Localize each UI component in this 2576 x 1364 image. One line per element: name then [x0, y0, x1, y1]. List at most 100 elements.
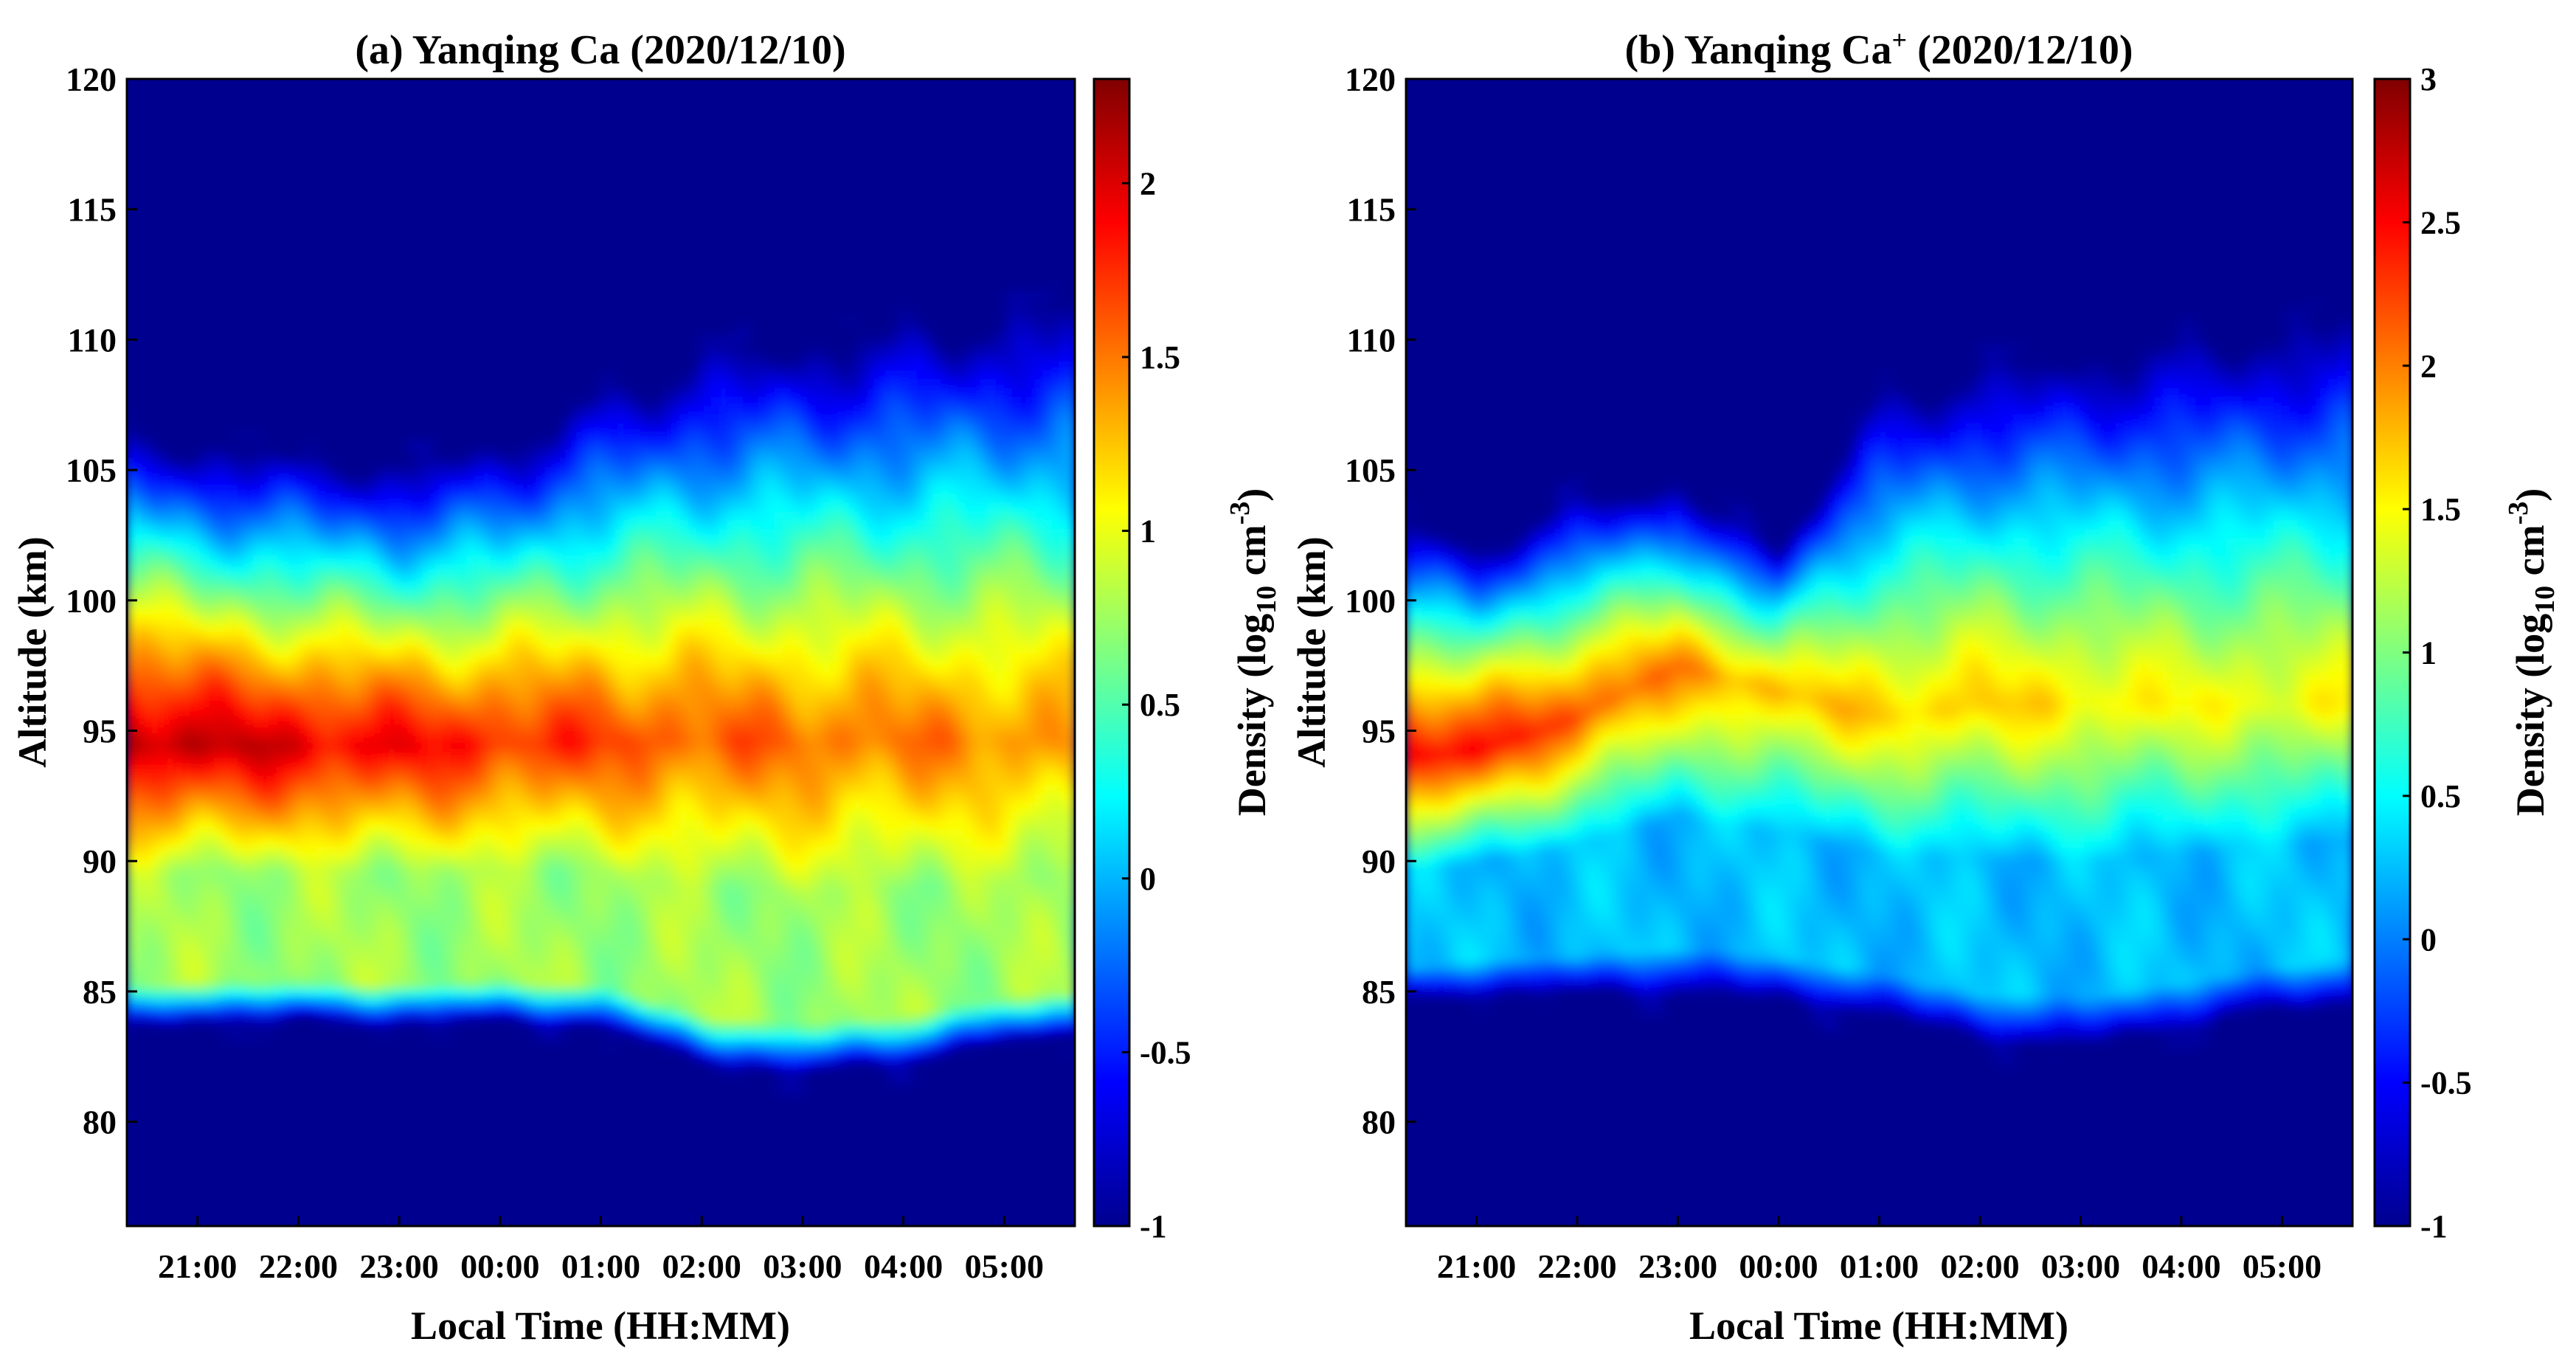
heatmap-cell [498, 846, 507, 856]
heatmap-cell [237, 538, 246, 547]
heatmap-cell [198, 741, 207, 751]
heatmap-cell [545, 935, 555, 945]
heatmap-cell [411, 705, 420, 716]
heatmap-cell [292, 458, 302, 468]
heatmap-cell [458, 494, 468, 504]
heatmap-cell [498, 855, 507, 865]
heatmap-cell [616, 511, 626, 522]
heatmap-cell [474, 538, 483, 547]
heatmap-cell [490, 997, 499, 1006]
heatmap-cell [142, 1014, 152, 1024]
heatmap-cell [585, 732, 594, 742]
heatmap-cell [411, 572, 420, 583]
heatmap-cell [545, 776, 555, 786]
heatmap-cell [387, 997, 397, 1006]
heatmap-cell [679, 449, 689, 460]
heatmap-cell [395, 820, 404, 830]
heatmap-cell [624, 572, 634, 583]
heatmap-cell [308, 547, 317, 556]
heatmap-cell [166, 846, 176, 856]
heatmap-cell [679, 396, 689, 406]
heatmap-cell [316, 926, 325, 936]
heatmap-cell [332, 564, 342, 574]
heatmap-cell [261, 688, 270, 698]
heatmap-cell [537, 449, 547, 460]
heatmap-cell [545, 538, 555, 547]
heatmap-cell [395, 793, 404, 803]
heatmap-cell [458, 590, 468, 600]
heatmap-cell [696, 564, 704, 574]
heatmap-cell [451, 944, 460, 954]
heatmap-cell [569, 608, 578, 618]
heatmap-cell [134, 749, 144, 760]
heatmap-cell [347, 864, 357, 874]
heatmap-cell [261, 1005, 270, 1015]
heatmap-cell [245, 679, 255, 689]
heatmap-cell [506, 688, 515, 698]
heatmap-cell [585, 961, 594, 972]
heatmap-cell [600, 997, 610, 1006]
heatmap-cell [506, 767, 515, 777]
heatmap-cell [182, 511, 191, 522]
heatmap-cell [150, 617, 159, 627]
heatmap-cell [127, 776, 136, 786]
heatmap-cell [434, 820, 444, 830]
heatmap-cell [190, 714, 199, 724]
heatmap-cell [577, 741, 586, 751]
heatmap-cell [545, 502, 555, 513]
heatmap-cell [269, 784, 278, 794]
heatmap-cell [174, 705, 183, 716]
heatmap-cell [229, 846, 238, 856]
heatmap-cell [395, 599, 404, 609]
heatmap-cell [198, 828, 207, 839]
heatmap-cell [703, 732, 713, 742]
heatmap-cell [577, 529, 586, 539]
heatmap-cell [522, 617, 531, 627]
heatmap-cell [530, 529, 539, 539]
heatmap-cell [292, 449, 302, 460]
heatmap-cell [182, 811, 191, 821]
heatmap-cell [340, 944, 349, 954]
heatmap-cell [395, 467, 404, 477]
heatmap-cell [688, 688, 696, 698]
heatmap-cell [561, 608, 570, 618]
heatmap-cell [277, 855, 286, 865]
heatmap-cell [545, 529, 555, 539]
heatmap-cell [537, 802, 547, 812]
heatmap-cell [609, 652, 617, 662]
heatmap-cell [688, 758, 696, 768]
heatmap-cell [332, 749, 342, 760]
heatmap-cell [451, 696, 460, 707]
heatmap-cell [213, 599, 223, 609]
heatmap-cell [522, 581, 531, 592]
heatmap-cell [253, 449, 262, 460]
heatmap-cell [585, 467, 594, 477]
heatmap-cell [482, 590, 491, 600]
heatmap-cell [648, 572, 657, 583]
heatmap-cell [498, 793, 507, 803]
heatmap-cell [372, 723, 381, 733]
heatmap-cell [474, 926, 483, 936]
heatmap-cell [671, 705, 681, 716]
heatmap-cell [696, 352, 704, 362]
heatmap-cell [585, 899, 594, 910]
heatmap-cell [277, 997, 286, 1006]
heatmap-cell [237, 882, 246, 892]
heatmap-cell [522, 520, 531, 530]
heatmap-cell [609, 387, 617, 398]
heatmap-cell [379, 705, 389, 716]
heatmap-cell [229, 784, 238, 794]
heatmap-cell [616, 449, 626, 460]
heatmap-cell [577, 811, 586, 821]
heatmap-cell [537, 467, 547, 477]
heatmap-cell [364, 873, 373, 883]
heatmap-cell [664, 961, 673, 972]
heatmap-cell [166, 908, 176, 918]
heatmap-cell [134, 979, 144, 989]
heatmap-cell [419, 873, 428, 883]
heatmap-cell [206, 732, 215, 742]
heatmap-cell [324, 679, 333, 689]
heatmap-cell [419, 538, 428, 547]
heatmap-cell [592, 396, 602, 406]
heatmap-cell [261, 670, 270, 680]
